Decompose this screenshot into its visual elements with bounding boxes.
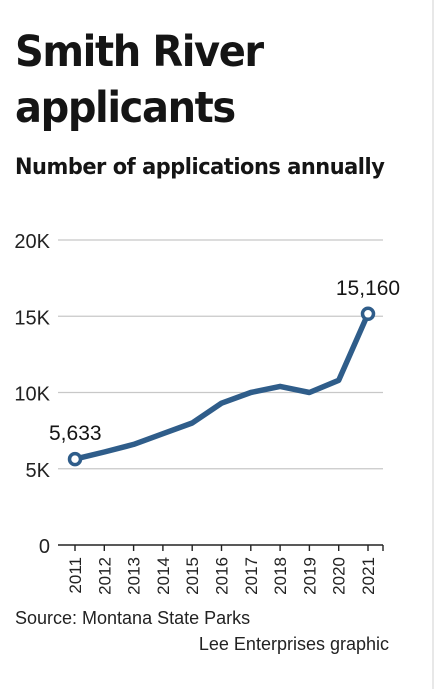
x-tick-label: 2019 [300, 557, 319, 595]
data-label: 15,160 [336, 277, 400, 300]
chart-title: Smith River applicants [15, 27, 264, 133]
y-tick-label: 0 [39, 536, 50, 558]
x-tick-label: 2016 [213, 557, 232, 595]
data-label: 5,633 [49, 422, 102, 445]
series-line [72, 311, 371, 462]
x-tick-label: 2011 [66, 557, 85, 594]
y-tick-label: 5K [26, 460, 51, 482]
x-tick-label: 2013 [125, 557, 144, 595]
x-tick-label: 2018 [271, 557, 290, 595]
x-tick-label: 2020 [330, 557, 349, 595]
x-tick-label: 2014 [154, 557, 173, 595]
credit-note: Lee Enterprises graphic [198, 634, 389, 654]
x-tick-label: 2017 [242, 557, 261, 595]
y-tick-label: 15K [14, 307, 50, 329]
x-tick-label: 2015 [183, 557, 202, 595]
chart-subtitle: Number of applications annually [15, 154, 385, 180]
point-marker [360, 306, 376, 322]
source-note: Source: Montana State Parks [15, 608, 251, 628]
right-edge-rule [432, 0, 434, 689]
point-marker [67, 451, 83, 467]
x-tick-label: 2021 [359, 557, 378, 595]
x-tick-label: 2012 [95, 557, 114, 595]
y-tick-label: 20K [14, 231, 50, 253]
y-tick-label: 10K [14, 384, 50, 406]
